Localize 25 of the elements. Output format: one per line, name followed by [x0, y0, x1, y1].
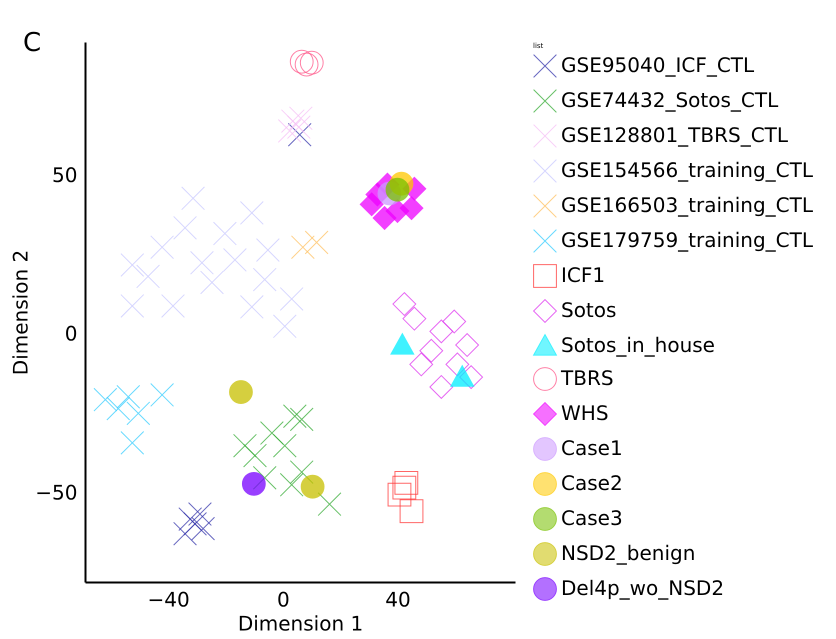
legend-label: Sotos_in_house — [561, 333, 715, 357]
legend-label: GSE166503_training_CTL — [561, 193, 814, 217]
x-tick-label: 0 — [276, 588, 290, 612]
legend-label: ICF1 — [561, 263, 606, 287]
legend-label: WHS — [561, 401, 609, 425]
legend-label: NSD2_benign — [561, 541, 696, 565]
x-axis-title: Dimension 1 — [238, 612, 364, 636]
legend-label: GSE154566_training_CTL — [561, 158, 814, 182]
legend-label: Case2 — [561, 471, 623, 495]
legend-label: GSE179759_training_CTL — [561, 228, 814, 252]
x-tick-label: 40 — [385, 588, 411, 612]
y-tick-label: −50 — [35, 480, 78, 505]
legend-label: TBRS — [560, 366, 614, 390]
legend-label: Case3 — [561, 506, 623, 530]
y-axis-title: Dimension 2 — [8, 250, 32, 376]
y-tick-label: 0 — [64, 322, 78, 346]
text: C — [23, 28, 42, 58]
legend-label: GSE95040_ICF_CTL — [561, 53, 755, 77]
legend-label: Case1 — [561, 436, 623, 460]
x-tick-label: −40 — [148, 588, 190, 612]
y-tick-label: 50 — [52, 162, 78, 187]
legend-label: Del4p_wo_NSD2 — [561, 576, 724, 600]
legend-label: GSE74432_Sotos_CTL — [561, 88, 780, 112]
legend-label: GSE128801_TBRS_CTL — [561, 123, 789, 147]
legend-label: Sotos — [561, 298, 616, 322]
